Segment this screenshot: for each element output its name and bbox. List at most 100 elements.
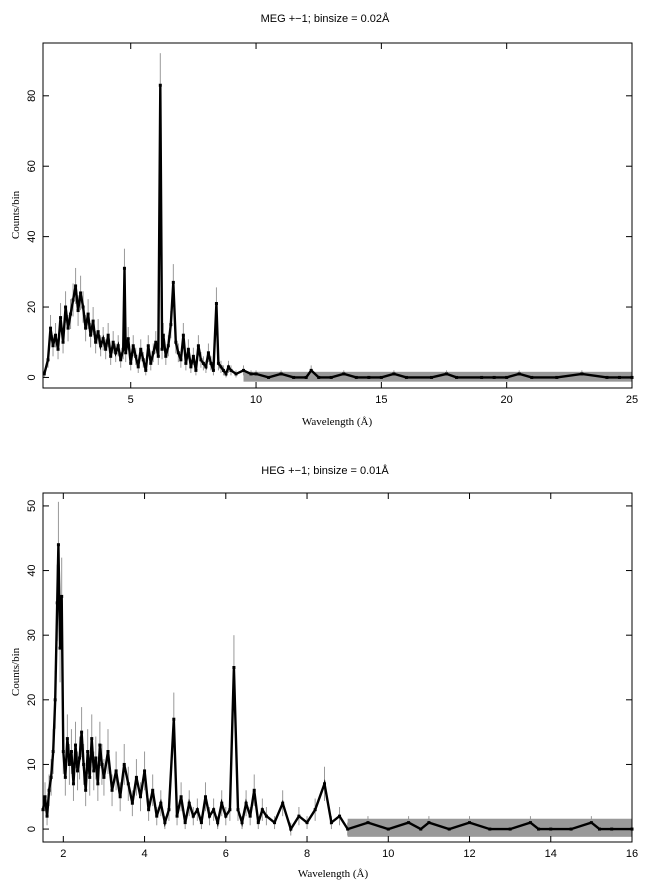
meg-data-point xyxy=(149,361,153,365)
meg-data-point xyxy=(166,344,170,348)
meg-data-point xyxy=(505,375,509,379)
meg-data-point xyxy=(211,368,215,372)
meg-data-point xyxy=(199,358,203,362)
heg-data-point xyxy=(106,750,110,754)
meg-data-point xyxy=(136,365,140,369)
heg-data-point xyxy=(528,821,532,825)
meg-data-line xyxy=(43,85,632,379)
heg-data-point xyxy=(147,808,151,812)
meg-data-point xyxy=(101,337,105,341)
heg-data-point xyxy=(338,814,342,818)
heg-data-point xyxy=(43,795,47,799)
heg-data-point xyxy=(264,814,268,818)
meg-data-point xyxy=(555,375,559,379)
heg-data-point xyxy=(175,814,179,818)
heg-data-point xyxy=(260,808,264,812)
meg-data-point xyxy=(171,280,175,284)
meg-data-point xyxy=(201,361,205,365)
heg-data-point xyxy=(73,743,77,747)
meg-data-point xyxy=(194,368,198,372)
meg-x-tick-label: 15 xyxy=(375,394,387,406)
meg-y-tick-label: 80 xyxy=(26,90,38,102)
heg-data-point xyxy=(329,821,333,825)
heg-y-tick-label: 30 xyxy=(26,629,38,641)
heg-data-point xyxy=(69,750,73,754)
heg-data-point xyxy=(114,769,118,773)
meg-data-point xyxy=(64,305,68,309)
heg-data-point xyxy=(90,737,94,741)
heg-y-tick-label: 20 xyxy=(26,694,38,706)
meg-data-point xyxy=(404,375,408,379)
meg-data-point xyxy=(204,365,208,369)
heg-data-point xyxy=(323,782,327,786)
meg-data-point xyxy=(139,347,143,351)
heg-data-point xyxy=(45,814,49,818)
heg-chart-title: HEG +−1; binsize = 0.01Å xyxy=(261,464,389,477)
meg-data-point xyxy=(51,344,55,348)
heg-data-point xyxy=(163,821,167,825)
heg-data-point xyxy=(598,827,602,831)
meg-data-point xyxy=(367,375,371,379)
meg-data-point xyxy=(234,372,238,376)
heg-data-point xyxy=(289,827,293,831)
heg-data-point xyxy=(386,827,390,831)
meg-x-tick-label: 20 xyxy=(501,394,513,406)
meg-data-point xyxy=(129,361,133,365)
heg-data-point xyxy=(58,646,62,650)
heg-data-point xyxy=(212,808,216,812)
meg-data-point xyxy=(104,347,108,351)
meg-data-point xyxy=(91,319,95,323)
heg-data-point xyxy=(94,756,98,760)
meg-data-point xyxy=(61,340,65,344)
meg-data-point xyxy=(71,298,75,302)
meg-x-axis-label: Wavelength (Å) xyxy=(302,416,373,428)
heg-x-tick-label: 6 xyxy=(223,848,229,860)
meg-data-point xyxy=(151,351,155,355)
heg-data-point xyxy=(195,808,199,812)
meg-data-point xyxy=(59,316,63,320)
heg-data-point xyxy=(610,827,614,831)
meg-data-point xyxy=(176,351,180,355)
heg-data-point xyxy=(61,750,65,754)
heg-data-point xyxy=(191,814,195,818)
heg-data-point xyxy=(155,814,159,818)
meg-data-point xyxy=(109,354,113,358)
heg-data-point xyxy=(569,827,573,831)
meg-data-point xyxy=(42,372,46,376)
meg-data-point xyxy=(209,361,213,365)
heg-x-tick-label: 14 xyxy=(545,848,557,860)
heg-data-point xyxy=(313,808,317,812)
heg-data-point xyxy=(56,543,60,547)
meg-data-point xyxy=(154,340,158,344)
heg-data-point xyxy=(122,762,126,766)
heg-data-point xyxy=(199,821,203,825)
meg-data-point xyxy=(74,284,78,288)
heg-data-point xyxy=(220,801,224,805)
meg-data-point xyxy=(94,340,98,344)
heg-data-point xyxy=(508,827,512,831)
meg-data-point xyxy=(224,372,228,376)
meg-data-point xyxy=(186,347,190,351)
meg-data-point xyxy=(158,83,162,87)
meg-data-point xyxy=(181,333,185,337)
meg-data-point xyxy=(169,323,173,327)
heg-data-point xyxy=(60,594,64,598)
heg-x-axis-label: Wavelength (Å) xyxy=(298,868,369,880)
meg-data-point xyxy=(249,372,253,376)
meg-data-point xyxy=(144,368,148,372)
heg-data-point xyxy=(78,756,82,760)
meg-y-tick-label: 40 xyxy=(26,230,38,242)
meg-data-point xyxy=(292,375,296,379)
heg-data-point xyxy=(110,788,114,792)
meg-data-point xyxy=(304,375,308,379)
heg-data-point xyxy=(187,801,191,805)
meg-data-point xyxy=(605,375,609,379)
heg-data-point xyxy=(228,808,232,812)
heg-data-point xyxy=(407,821,411,825)
meg-data-point xyxy=(116,344,120,348)
heg-x-tick-label: 10 xyxy=(382,848,394,860)
meg-plot-frame xyxy=(42,42,633,389)
heg-data-point xyxy=(53,698,57,702)
heg-panel: HEG +−1; binsize = 0.01Å Wavelength (Å) … xyxy=(10,464,638,880)
